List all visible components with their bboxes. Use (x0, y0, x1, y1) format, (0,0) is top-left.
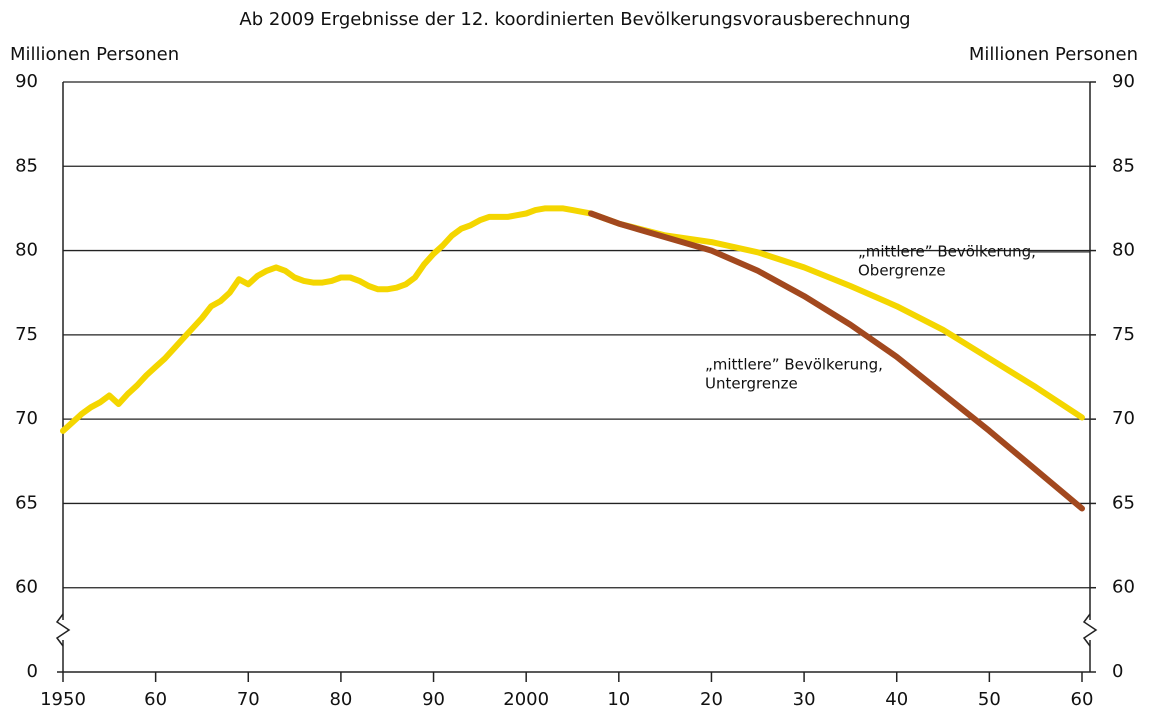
x-tick-label: 60 (144, 689, 167, 710)
y-tick-label: 90 (15, 71, 38, 92)
y2-tick-label: 70 (1112, 408, 1135, 429)
y-tick-label: 70 (15, 408, 38, 429)
y-tick-label: 0 (27, 661, 38, 682)
x-tick-label: 1950 (40, 689, 86, 710)
y-tick-label: 80 (15, 240, 38, 261)
y2-axis-label: Millionen Personen (969, 44, 1138, 65)
plot-area (60, 205, 1085, 512)
x-tick-label: 90 (422, 689, 445, 710)
x-tick-label: 50 (978, 689, 1001, 710)
axis-break (1082, 613, 1098, 647)
y2-tick-label: 80 (1112, 240, 1135, 261)
y-tick-label: 65 (15, 492, 38, 513)
x-tick-label: 10 (607, 689, 630, 710)
y-tick-label: 60 (15, 577, 38, 598)
x-tick-label: 80 (329, 689, 352, 710)
chart-title: Ab 2009 Ergebnisse der 12. koordinierten… (239, 9, 910, 30)
y2-tick-label: 90 (1112, 71, 1135, 92)
y-axis-label: Millionen Personen (10, 44, 179, 65)
annotation: Untergrenze (705, 375, 798, 393)
y-tick-label: 75 (15, 324, 38, 345)
y-tick-label: 85 (15, 155, 38, 176)
annotation: „mittlere” Bevölkerung, (705, 356, 883, 374)
series-line (588, 210, 1085, 512)
y2-tick-label: 60 (1112, 577, 1135, 598)
axis-break (55, 613, 71, 647)
x-tick-label: 20 (700, 689, 723, 710)
y2-tick-label: 0 (1112, 661, 1123, 682)
x-tick-label: 2000 (503, 689, 549, 710)
y2-tick-label: 65 (1112, 492, 1135, 513)
annotation: „mittlere” Bevölkerung, (858, 243, 1036, 261)
x-tick-label: 60 (1071, 689, 1094, 710)
annotation: Obergrenze (858, 262, 946, 280)
x-tick-label: 30 (793, 689, 816, 710)
series-line (60, 205, 1085, 434)
x-tick-label: 40 (885, 689, 908, 710)
x-tick-label: 70 (237, 689, 260, 710)
y2-tick-label: 85 (1112, 155, 1135, 176)
y2-tick-label: 75 (1112, 324, 1135, 345)
